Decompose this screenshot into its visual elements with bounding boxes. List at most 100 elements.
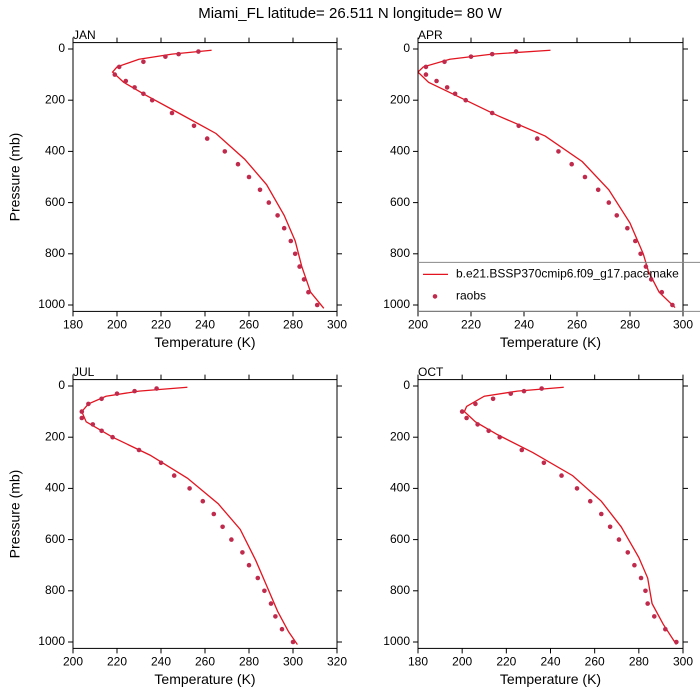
legend-label: raobs [456,289,486,303]
panel-title: OCT [418,365,444,379]
x-tick-label: 240 [151,655,171,669]
panel-title: APR [418,28,443,42]
y-tick-label: 200 [390,429,410,443]
panel-title: JUL [73,365,95,379]
legend-label: b.e21.BSSP370cmip6.f09_g17.pacemake [456,267,679,281]
x-tick-label: 180 [408,655,428,669]
raob-point [141,91,146,97]
raob-point [643,264,649,269]
raob-point [632,562,637,568]
raob-point [574,486,580,491]
raob-point [633,238,638,244]
y-tick-label: 600 [390,195,410,209]
raob-point [123,78,129,84]
raob-point [79,415,85,421]
raob-point [614,213,620,218]
raob-point [643,588,648,594]
raob-point [273,614,278,619]
raob-point [625,225,630,231]
x-tick-label: 260 [239,318,259,332]
plot-frame [72,379,338,649]
y-tick-label: 400 [390,481,410,495]
x-tick-label: 320 [327,655,347,669]
x-tick-label: 280 [629,655,649,669]
raob-point [539,386,544,391]
y-tick-label: 800 [390,583,410,597]
y-tick-label: 600 [45,195,65,209]
x-tick-label: 220 [461,318,481,332]
raob-point [489,110,495,116]
x-tick-label: 240 [195,318,215,332]
raob-point [648,277,654,282]
raob-point [442,59,447,65]
raob-point [674,639,679,645]
raob-point [468,54,474,59]
raob-point [301,277,307,282]
x-axis-label: Temperature (K) [500,671,601,687]
raob-point [279,626,285,632]
raob-point [288,238,294,244]
raob-point [163,54,168,59]
raob-point [582,174,588,180]
raob-point [255,575,261,581]
raob-point [459,409,465,414]
y-tick-label: 1000 [38,634,65,648]
raob-point [306,289,311,295]
raob-point [196,49,201,54]
y-axis-label: Pressure (mb) [7,470,23,559]
x-tick-label: 280 [620,318,640,332]
y-tick-label: 1000 [383,634,410,648]
raob-point [262,588,267,594]
y-tick-label: 600 [390,532,410,546]
raob-point [519,447,525,453]
y-tick-label: 600 [45,532,65,546]
raob-point [444,85,450,90]
raob-point [638,575,644,581]
raob-point [99,396,104,402]
raob-point [423,64,429,70]
raob-point [191,123,197,129]
raob-point [541,460,547,466]
raob-point [99,428,104,434]
raob-point [473,401,478,407]
y-tick-label: 400 [45,481,65,495]
raob-point [663,626,668,632]
plot-area [111,49,325,309]
raob-point [211,511,217,517]
x-tick-label: 220 [151,318,171,332]
raob-point [606,200,612,205]
raob-point [110,434,115,440]
raob-point [534,136,540,141]
raob-point [475,422,480,427]
x-tick-label: 260 [195,655,215,669]
x-tick-label: 200 [452,655,472,669]
x-tick-label: 220 [496,655,516,669]
raob-point [220,524,225,530]
x-tick-label: 220 [107,655,127,669]
y-tick-label: 200 [45,429,65,443]
raob-point [149,97,155,103]
raob-point [463,97,469,103]
y-axis-label: Pressure (mb) [7,133,23,222]
plot-area [79,386,298,645]
raob-point [595,187,601,193]
y-tick-label: 200 [45,92,65,106]
raob-point [434,78,439,84]
panel-title: JAN [73,28,96,42]
raob-point [275,213,280,218]
raob-point [645,601,650,606]
raob-point [79,409,85,414]
raob-point [587,498,593,504]
raob-point [86,401,91,407]
y-tick-label: 0 [58,41,65,55]
figure-title: Miami_FL latitude= 26.511 N longitude= 8… [198,5,502,22]
raob-point [246,174,252,180]
raob-point [268,601,274,606]
raob-point [559,473,564,478]
x-tick-label: 180 [63,318,83,332]
x-axis-label: Temperature (K) [500,334,601,350]
raob-point [176,51,181,57]
raob-point [513,49,519,54]
raob-point [452,91,458,97]
x-tick-label: 300 [283,655,303,669]
